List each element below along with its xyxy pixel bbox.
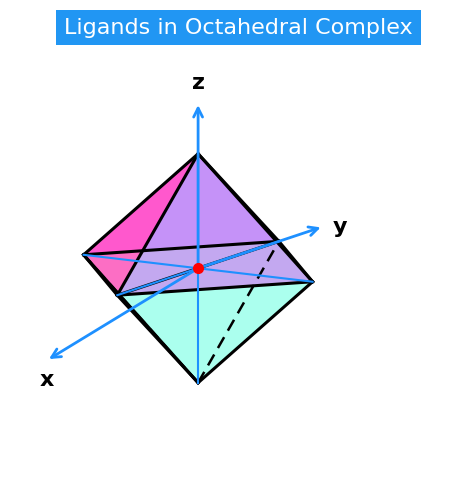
Polygon shape [83, 154, 278, 255]
Polygon shape [83, 154, 198, 295]
Polygon shape [198, 154, 312, 282]
Polygon shape [83, 242, 312, 295]
Text: z: z [191, 73, 204, 93]
Polygon shape [117, 282, 312, 382]
Polygon shape [117, 154, 312, 295]
Polygon shape [83, 255, 198, 382]
Text: Ligands in Octahedral Complex: Ligands in Octahedral Complex [64, 18, 412, 38]
Text: y: y [332, 216, 347, 236]
Polygon shape [83, 242, 278, 382]
Text: x: x [40, 370, 54, 390]
Polygon shape [198, 242, 312, 382]
